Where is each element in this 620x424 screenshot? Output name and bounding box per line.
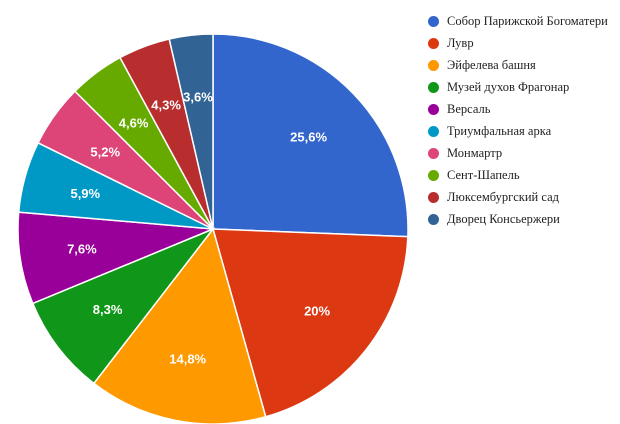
legend-item: Сент-Шапель [428,164,618,186]
legend-swatch [428,103,439,115]
legend-label: Триумфальная арка [447,123,552,138]
slice-value-label: 3,6% [183,90,213,105]
legend-label: Люксембургский сад [447,189,559,204]
legend-item: Лувр [428,32,618,54]
slice-value-label: 7,6% [67,242,97,257]
legend-swatch [428,147,439,159]
legend-swatch [428,37,439,49]
legend-item: Люксембургский сад [428,186,618,208]
legend-label: Музей духов Фрагонар [447,79,570,94]
legend-swatch [428,169,439,181]
legend-swatch [428,81,439,93]
legend-item: Триумфальная арка [428,120,618,142]
legend: Собор Парижской Богоматери Лувр Эйфелева б… [428,10,618,230]
slice-value-label: 4,6% [119,115,149,130]
legend-item: Дворец Консьержери [428,208,618,230]
legend-swatch [428,59,439,71]
legend-label: Лувр [447,35,474,50]
pie-slice-3 [92,227,267,424]
pie-slices [17,33,409,424]
slice-value-label: 14,8% [169,352,206,367]
slice-value-label: 5,2% [90,144,120,159]
pie-slice-5 [17,211,214,305]
legend-item: Музей духов Фрагонар [428,76,618,98]
legend-swatch [428,191,439,203]
legend-swatch [428,213,439,225]
legend-item: Монмартр [428,142,618,164]
slice-value-label: 4,3% [151,98,181,113]
legend-item: Эйфелева башня [428,54,618,76]
slice-value-label: 20% [304,304,330,319]
legend-swatch [428,125,439,137]
legend-label: Собор Парижской Богоматери [447,13,608,28]
pie-plot-area: 25,6% 20% 14,8% 8,3% 7,6% 5,9% 5,2% 4,6%4,3%3,6… [17,33,409,424]
slice-value-label: 25,6% [290,130,327,145]
legend-label: Версаль [447,101,491,116]
pie-slice-10 [168,33,214,230]
slice-labels: 25,6% 20% 14,8% 8,3% 7,6% 5,9% 5,2% 4,6%4,3%3,6… [67,90,330,367]
legend-label: Дворец Консьержери [447,211,560,226]
legend-label: Эйфелева башня [447,57,536,72]
pie-slice-1 [212,33,409,238]
legend-swatch [428,15,439,27]
slice-value-label: 5,9% [70,186,100,201]
slice-value-label: 8,3% [93,302,123,317]
legend-label: Сент-Шапель [447,167,520,182]
legend-label: Монмартр [447,145,503,160]
pie-slice-2 [211,228,409,418]
legend-item: Версаль [428,98,618,120]
legend-item: Собор Парижской Богоматери [428,10,618,32]
pie-slice-4 [31,227,216,385]
